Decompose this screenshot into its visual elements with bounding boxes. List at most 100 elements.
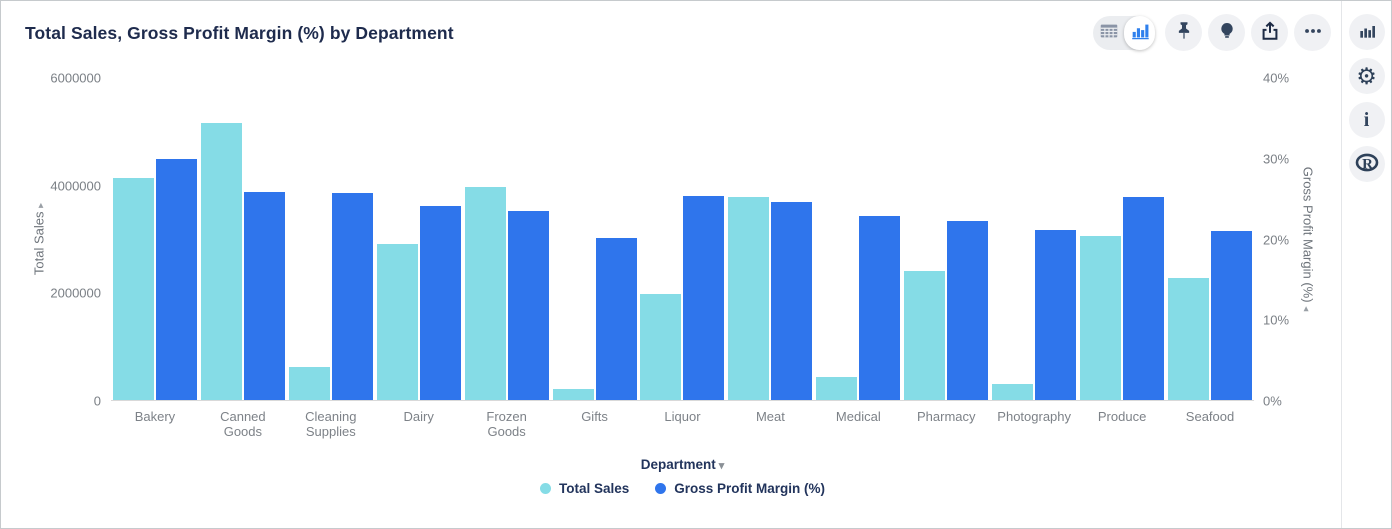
bar-group: Gifts: [551, 78, 639, 424]
x-axis-category-label: Medical: [835, 409, 881, 424]
lightbulb-icon: [1216, 20, 1238, 45]
side-rail: ⚙ i R: [1341, 1, 1391, 528]
gear-icon: ⚙: [1356, 62, 1377, 89]
x-axis-category-label: Dairy: [403, 409, 434, 424]
bar-gross-profit-margin[interactable]: [507, 210, 549, 400]
x-axis-category-label: Frozen Goods: [486, 409, 527, 439]
info-button[interactable]: i: [1348, 102, 1385, 138]
bar-group: Pharmacy: [902, 78, 990, 424]
bar-total-sales[interactable]: [728, 196, 770, 400]
bar-gross-profit-margin[interactable]: [947, 221, 989, 400]
bar-total-sales[interactable]: [200, 123, 242, 400]
plot-area: Bakery Canned Goods Cleaning Supplies Dairy…: [111, 78, 1254, 439]
chart-view-button[interactable]: [1124, 15, 1155, 50]
legend-dot-total-sales: [539, 483, 551, 494]
legend-item-total-sales[interactable]: Total Sales: [539, 481, 629, 496]
x-axis-category-label: Pharmacy: [916, 409, 976, 424]
bar-gross-profit-margin[interactable]: [419, 206, 461, 400]
legend-dot-gross-profit-margin: [655, 483, 667, 494]
r-logo-button[interactable]: R: [1348, 146, 1385, 182]
chart-region: Total Sales ▸ 6000000 4000000 2000000 0 Bak…: [1, 1, 1342, 528]
bar-group: Dairy: [375, 78, 463, 424]
settings-button[interactable]: ⚙: [1348, 58, 1385, 94]
bar-total-sales[interactable]: [992, 383, 1034, 400]
left-axis-ticks: 6000000 4000000 2000000 0: [1, 71, 101, 409]
share-export-icon: [1259, 20, 1281, 45]
bar-total-sales[interactable]: [552, 389, 594, 400]
insights-button[interactable]: [1208, 14, 1245, 51]
bar-chart-icon: [1357, 21, 1377, 44]
pin-button[interactable]: [1165, 14, 1202, 51]
legend: Total Sales Gross Profit Margin (%): [111, 481, 1254, 496]
x-axis-category-label: Seafood: [1185, 409, 1235, 424]
bar-total-sales[interactable]: [816, 376, 858, 400]
x-axis-category-label: Cleaning Supplies: [305, 409, 357, 439]
bar-gross-profit-margin[interactable]: [243, 192, 285, 400]
bar-total-sales[interactable]: [288, 366, 330, 400]
bar-gross-profit-margin[interactable]: [155, 158, 197, 400]
y-tick-label: 6000000: [50, 70, 101, 86]
bar-group: Photography: [990, 78, 1078, 424]
x-axis-category-label: Meat: [755, 409, 785, 424]
bar-gross-profit-margin[interactable]: [1211, 230, 1253, 400]
legend-item-gross-profit-margin[interactable]: Gross Profit Margin (%): [655, 481, 825, 496]
bar-gross-profit-margin[interactable]: [683, 196, 725, 400]
bar-total-sales[interactable]: [1168, 278, 1210, 400]
bar-total-sales[interactable]: [376, 244, 418, 400]
svg-text:R: R: [1362, 156, 1373, 172]
bar-gross-profit-margin[interactable]: [331, 193, 373, 400]
bar-gross-profit-margin[interactable]: [595, 238, 637, 400]
x-axis-category-label: Canned Goods: [220, 409, 266, 439]
bar-group: Produce: [1078, 78, 1166, 424]
bar-gross-profit-margin[interactable]: [771, 201, 813, 400]
bar-total-sales[interactable]: [464, 187, 506, 400]
y-tick-label: 0%: [1263, 393, 1282, 409]
y-tick-label: 2000000: [50, 285, 101, 301]
table-icon: [1098, 20, 1120, 45]
y-tick-label: 40%: [1263, 70, 1290, 86]
info-icon: i: [1363, 109, 1370, 131]
y-tick-label: 30%: [1263, 151, 1290, 167]
bar-group: Canned Goods: [199, 78, 287, 439]
x-axis-category-label: Gifts: [581, 409, 608, 424]
right-axis-arrow-icon: ◂: [1300, 306, 1312, 312]
chart-type-button[interactable]: [1348, 14, 1385, 50]
y-tick-label: 10%: [1263, 312, 1290, 328]
table-view-button[interactable]: [1093, 16, 1124, 50]
bar-group: Frozen Goods: [463, 78, 551, 439]
x-axis-field-selector[interactable]: Department ▾: [640, 457, 725, 472]
bar-group: Bakery: [111, 78, 199, 424]
bar-group: Seafood: [1166, 78, 1254, 424]
bar-group: Meat: [726, 78, 814, 424]
bar-gross-profit-margin[interactable]: [1123, 197, 1165, 400]
x-axis-category-label: Liquor: [664, 409, 701, 424]
bar-total-sales[interactable]: [1080, 236, 1122, 400]
viz-toggle: [1093, 15, 1155, 50]
bar-chart-icon: [1129, 20, 1151, 45]
bar-group: Liquor: [639, 78, 727, 424]
bar-gross-profit-margin[interactable]: [859, 215, 901, 400]
share-button[interactable]: [1251, 14, 1288, 51]
bar-total-sales[interactable]: [640, 293, 682, 400]
y-tick-label: 0: [93, 393, 101, 409]
bar-total-sales[interactable]: [904, 271, 946, 400]
x-axis-category-label: Photography: [997, 409, 1072, 424]
toolbar: [1093, 14, 1331, 51]
right-axis-title: Gross Profit Margin (%) ◂: [1300, 166, 1316, 312]
bar-total-sales[interactable]: [112, 177, 154, 400]
x-axis-category-label: Produce: [1097, 409, 1147, 424]
more-options-button[interactable]: [1294, 14, 1331, 51]
pin-icon: [1173, 20, 1195, 45]
bar-gross-profit-margin[interactable]: [1035, 230, 1077, 400]
r-logo-icon: R: [1355, 151, 1379, 178]
chevron-down-icon: ▾: [718, 460, 725, 472]
right-axis-ticks: 40% 30% 20% 10% 0%: [1263, 71, 1323, 409]
bar-group: Cleaning Supplies: [287, 78, 375, 439]
ellipsis-icon: [1302, 20, 1324, 45]
y-tick-label: 4000000: [50, 178, 101, 194]
y-tick-label: 20%: [1263, 232, 1290, 247]
x-axis-category-label: Bakery: [134, 409, 176, 424]
page-title: Total Sales, Gross Profit Margin (%) by …: [25, 23, 454, 43]
bar-group: Medical: [814, 78, 902, 424]
